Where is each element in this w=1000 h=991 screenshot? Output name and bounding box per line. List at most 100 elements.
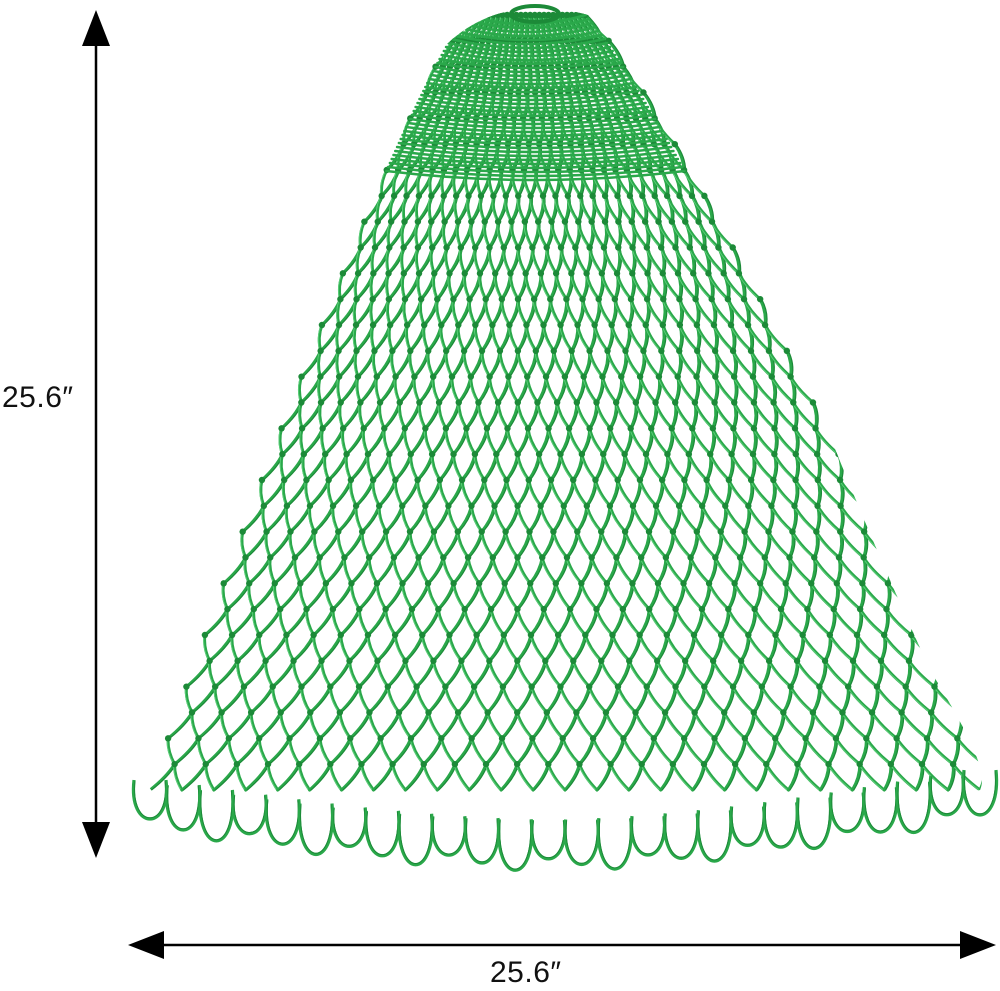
net-knot — [765, 528, 772, 535]
net-knot — [283, 631, 290, 639]
net-knot — [568, 11, 575, 19]
net-strand — [420, 607, 440, 637]
net-knot — [310, 631, 317, 639]
net-rim-loop — [596, 817, 633, 871]
net-strand — [446, 478, 464, 508]
net-strand — [788, 556, 813, 585]
net-knot — [346, 657, 353, 665]
net-knot — [255, 735, 263, 742]
net-strand — [515, 581, 532, 611]
net-knot — [600, 450, 607, 458]
net-strand — [769, 504, 794, 534]
net-strand — [644, 452, 664, 482]
net-strand — [719, 633, 743, 663]
net-rim-loop — [297, 803, 335, 857]
net-knot — [286, 735, 293, 742]
net-strand — [515, 659, 534, 689]
net-strand — [503, 581, 519, 611]
net-strand — [491, 556, 507, 585]
net-knot — [787, 373, 794, 380]
net-strand — [459, 659, 476, 689]
net-knot — [664, 450, 671, 458]
net-knot — [537, 502, 544, 510]
net-knot — [654, 580, 662, 587]
net-knot — [429, 244, 436, 251]
net-knot — [681, 657, 689, 665]
net-strand — [288, 504, 312, 534]
net-strand — [946, 762, 955, 792]
net-strand — [731, 685, 756, 714]
net-knot — [311, 528, 318, 535]
net-knot — [902, 683, 909, 690]
net-knot — [557, 321, 564, 329]
net-strand — [743, 530, 767, 559]
net-strand — [417, 530, 436, 559]
net-strand — [530, 711, 549, 740]
net-knot — [607, 760, 614, 768]
net-knot — [329, 605, 337, 613]
net-knot — [545, 760, 552, 768]
net-strand — [527, 478, 543, 508]
net-strand — [582, 375, 599, 404]
net-strand — [391, 736, 413, 766]
net-knot — [317, 347, 324, 355]
net-knot — [640, 89, 647, 96]
net-strand — [180, 762, 208, 792]
net-knot — [400, 244, 407, 251]
net-knot — [680, 735, 688, 742]
net-knot — [735, 270, 743, 277]
net-knot — [470, 683, 478, 690]
net-strand — [545, 685, 562, 714]
net-strand — [377, 478, 397, 508]
net-knot — [592, 476, 599, 484]
net-knot — [545, 425, 552, 432]
net-knot — [370, 270, 377, 277]
net-knot — [553, 399, 561, 406]
net-strand — [858, 762, 886, 792]
net-rim-loop — [231, 794, 268, 836]
net-strand — [493, 504, 508, 534]
net-knot — [475, 399, 482, 406]
net-strand — [627, 659, 649, 689]
net-knot — [454, 528, 462, 535]
net-knot — [384, 683, 392, 690]
net-knot — [407, 347, 414, 355]
net-strand — [271, 659, 296, 689]
net-knot — [736, 554, 744, 561]
net-strand — [588, 349, 604, 379]
net-knot — [408, 605, 416, 613]
net-strand — [515, 633, 533, 663]
net-strand — [884, 607, 913, 637]
net-strand — [912, 608, 917, 636]
net-strand — [387, 426, 407, 456]
net-knot — [674, 270, 682, 277]
net-knot — [263, 528, 270, 535]
net-knot — [373, 373, 380, 380]
net-strand — [563, 762, 581, 792]
net-strand — [439, 736, 457, 766]
net-knot — [868, 709, 876, 716]
net-strand — [264, 633, 288, 663]
net-strand — [707, 581, 730, 611]
net-knot — [503, 476, 510, 484]
net-strand — [702, 685, 726, 714]
net-strand — [925, 711, 934, 740]
net-knot — [353, 295, 360, 303]
net-strand — [579, 581, 599, 611]
net-knot — [646, 605, 653, 613]
net-knot — [365, 554, 373, 561]
net-knot — [627, 295, 635, 303]
net-strand — [260, 452, 284, 482]
net-knot — [574, 528, 581, 535]
net-knot — [745, 502, 752, 510]
net-strand — [456, 504, 473, 534]
net-knot — [642, 321, 649, 329]
net-strand — [300, 659, 324, 689]
net-strand — [546, 762, 567, 792]
net-rim-loop — [430, 816, 467, 857]
net-strand — [595, 607, 614, 637]
net-knot — [491, 270, 499, 277]
net-knot — [669, 760, 677, 768]
net-strand — [477, 581, 493, 611]
net-knot — [730, 425, 737, 432]
